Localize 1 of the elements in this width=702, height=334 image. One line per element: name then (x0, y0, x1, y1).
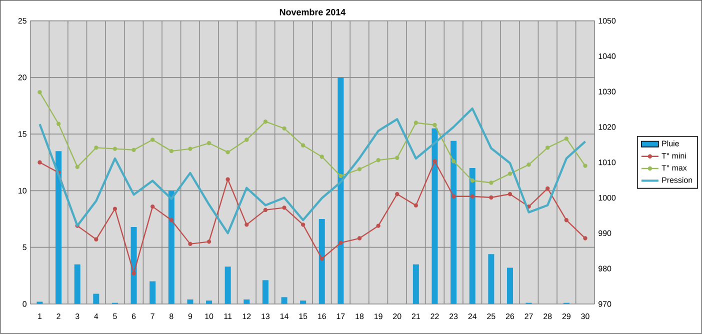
chart-title: Novembre 2014 (280, 8, 346, 16)
